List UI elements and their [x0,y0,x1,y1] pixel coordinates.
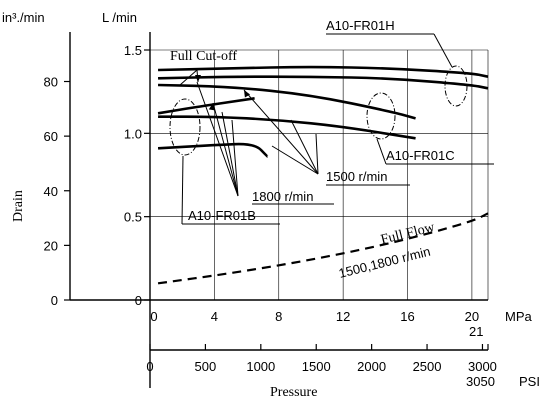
mpa-tick-label: 4 [211,309,218,324]
leader-c [376,138,387,165]
mpa-tick-label: 12 [336,309,350,324]
leader-b [181,155,184,225]
curve-a10-fr01c-3 [158,83,416,120]
mpa-unit-label: MPa [505,309,533,324]
in3-tick-label: 0 [51,293,58,308]
label-fr01c: A10-FR01C [386,148,455,163]
in3-tick-label: 60 [44,129,58,144]
leader-1500-3 [315,133,319,175]
lmin-tick-label: 1.5 [124,43,142,58]
lmin-tick-label: 0.5 [124,210,142,225]
psi-end-tick: 3050 [466,374,495,389]
leader-1500-0 [243,89,319,175]
lmin-tick-label: 0 [135,293,142,308]
arrowhead-cutoff-1 [195,75,201,82]
psi-tick-label: 3000 [468,359,497,374]
curve-full-flow-6 [157,212,489,285]
right-unit-label: L /min [102,10,137,25]
axes [64,32,489,388]
psi-tick-label: 500 [195,359,217,374]
callout-ellipse-c [366,92,396,140]
mpa-tick-label: 20 [465,309,479,324]
leader-1800-3 [231,119,239,197]
leader-1800-1 [212,102,239,197]
psi-tick-label: 2500 [413,359,442,374]
arrowhead-1800-a [208,103,215,111]
leader-1800-2 [221,111,239,197]
mpa-tick-label: 0 [150,309,157,324]
full-cutoff-label: Full Cut-off [170,49,237,64]
in3-tick-label: 80 [44,75,58,90]
curve-a10-fr01h-0 [158,65,489,78]
label-fr01b: A10-FR01B [188,208,256,223]
in3-tick-label: 40 [44,184,58,199]
mpa-tick-label: 8 [275,309,282,324]
mpa-tick-label: 16 [400,309,414,324]
grid-lines [150,49,489,300]
psi-tick-label: 2000 [357,359,386,374]
leader-h [433,33,453,68]
in3-tick-label: 20 [44,238,58,253]
annotations [169,33,494,225]
label-fr01h: A10-FR01H [326,18,395,33]
lmin-tick-label: 1.0 [124,126,142,141]
left-unit-label: in³./min [2,10,45,25]
y-axis-title: Drain [11,190,26,222]
psi-tick-label: 0 [146,359,153,374]
full-flow-label: Full Flow [379,220,437,248]
full-flow-speed-label: 1500,1800 r/min [337,244,432,281]
curve-a10-fr01b-2 [157,97,255,115]
callout-ellipse-b [169,98,201,156]
psi-tick-label: 1000 [246,359,275,374]
label-1500rpm: 1500 r/min [326,169,387,184]
psi-unit-label: PSI [519,374,540,389]
curve-a10-fr01b-5 [157,142,269,158]
arrowhead-1500-a [244,90,251,98]
curve-a10-fr01h-1 [158,75,489,90]
tick-labels: 0 20 40 60 80 0 0.5 1.0 1.5 0 4 8 12 16 20 0 500 1000 1500… [44,43,497,374]
mpa-end-tick: 21 [469,324,483,339]
curve-a10-fr01c-4 [158,115,416,140]
label-1800rpm: 1800 r/min [252,189,313,204]
x-axis-title: Pressure [270,385,317,400]
curves [157,65,489,285]
arrow-cutoff-2 [179,69,198,86]
psi-tick-label: 1500 [302,359,331,374]
leader-1500-2 [271,145,319,175]
leader-1500-1 [290,119,319,175]
callout-ellipse-h [444,65,468,107]
leader-1800-0 [196,81,239,197]
